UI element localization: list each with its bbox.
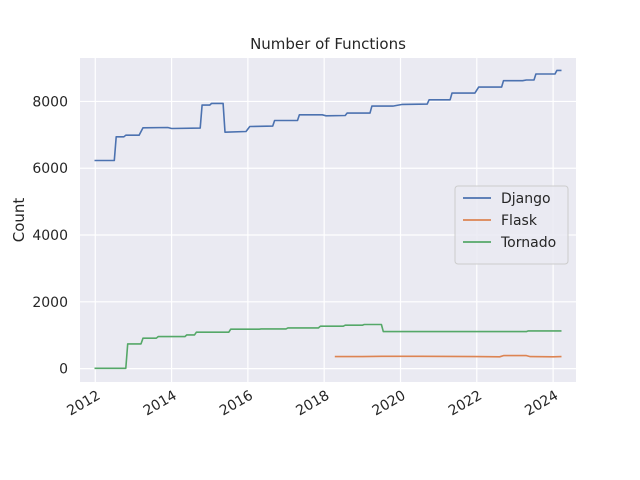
series-line-tornado xyxy=(94,323,562,370)
legend: Django Flask Tornado xyxy=(454,185,569,265)
series-lines xyxy=(94,69,562,370)
legend-label-django: Django xyxy=(501,191,551,207)
y-tick-label: 6000 xyxy=(32,161,68,177)
x-tick-label: 2014 xyxy=(141,388,180,420)
x-tick-label: 2016 xyxy=(217,388,256,420)
y-axis-label: Count xyxy=(10,198,28,243)
x-tick-label: 2020 xyxy=(370,388,409,420)
series-line-flask xyxy=(334,354,562,358)
x-tick-label: 2018 xyxy=(293,388,332,420)
chart-title: Number of Functions xyxy=(250,35,406,53)
y-tick-label: 4000 xyxy=(32,228,68,244)
y-tick-label: 8000 xyxy=(32,94,68,110)
legend-label-flask: Flask xyxy=(501,213,538,229)
legend-label-tornado: Tornado xyxy=(500,235,556,251)
series-line-django xyxy=(94,69,562,162)
x-tick-label: 2012 xyxy=(64,388,103,420)
x-tick-label: 2022 xyxy=(446,388,485,420)
legend-box xyxy=(454,185,569,265)
x-tick-label: 2024 xyxy=(522,388,561,420)
y-tick-label: 2000 xyxy=(32,295,68,311)
y-tick-label: 0 xyxy=(59,362,68,378)
